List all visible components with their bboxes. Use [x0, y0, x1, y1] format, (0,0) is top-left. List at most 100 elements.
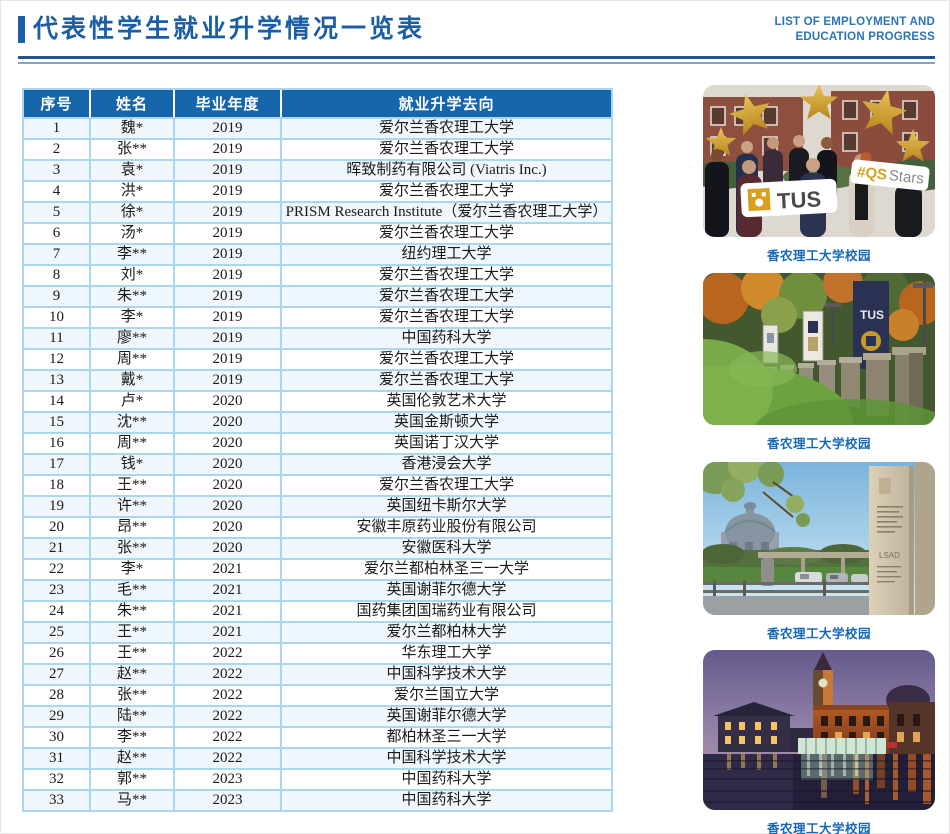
cell-name: 李*: [91, 308, 173, 327]
cell-index: 6: [24, 224, 89, 243]
cell-name: 昂**: [91, 518, 173, 537]
subtitle-line-2: EDUCATION PROGRESS: [795, 31, 935, 43]
cell-destination: 爱尔兰都柏林大学: [282, 623, 611, 642]
divider-dark: [18, 56, 935, 59]
cell-index: 15: [24, 413, 89, 432]
table-row: 6 汤* 2019 爱尔兰香农理工大学: [24, 224, 611, 243]
cell-index: 1: [24, 119, 89, 138]
cell-name: 张**: [91, 539, 173, 558]
table-row: 29 陆** 2022 英国谢菲尔德大学: [24, 707, 611, 726]
cell-name: 戴*: [91, 371, 173, 390]
cell-destination: 爱尔兰香农理工大学: [282, 140, 611, 159]
cell-destination: 爱尔兰香农理工大学: [282, 476, 611, 495]
cell-name: 郭**: [91, 770, 173, 789]
cell-name: 王**: [91, 644, 173, 663]
cell-name: 洪*: [91, 182, 173, 201]
cell-year: 2022: [175, 707, 280, 726]
campus-photo-2-image: TUS: [703, 273, 935, 425]
photo-caption: 香农理工大学校园: [766, 437, 871, 451]
col-header-name: 姓名: [89, 90, 173, 117]
cell-index: 32: [24, 770, 89, 789]
cell-index: 16: [24, 434, 89, 453]
cell-index: 26: [24, 644, 89, 663]
cell-destination: 英国金斯顿大学: [282, 413, 611, 432]
cell-year: 2020: [175, 392, 280, 411]
cell-index: 12: [24, 350, 89, 369]
photo-sidebar: TUS #QS Stars 香农理工大学校园: [703, 0, 935, 834]
campus-photo-1-image: TUS #QS Stars: [703, 85, 935, 237]
divider-light: [18, 61, 935, 64]
cell-year: 2022: [175, 686, 280, 705]
cell-year: 2021: [175, 581, 280, 600]
cell-name: 朱**: [91, 287, 173, 306]
table-row: 17 钱* 2020 香港浸会大学: [24, 455, 611, 474]
table-row: 22 李* 2021 爱尔兰都柏林圣三一大学: [24, 560, 611, 579]
cell-year: 2020: [175, 497, 280, 516]
cell-name: 张**: [91, 686, 173, 705]
cell-year: 2022: [175, 749, 280, 768]
cell-index: 30: [24, 728, 89, 747]
table-row: 23 毛** 2021 英国谢菲尔德大学: [24, 581, 611, 600]
cell-index: 10: [24, 308, 89, 327]
table-row: 9 朱** 2019 爱尔兰香农理工大学: [24, 287, 611, 306]
cell-index: 20: [24, 518, 89, 537]
cell-index: 4: [24, 182, 89, 201]
cell-name: 王**: [91, 476, 173, 495]
cell-destination: 纽约理工大学: [282, 245, 611, 264]
cell-destination: 爱尔兰香农理工大学: [282, 182, 611, 201]
cell-destination: 中国科学技术大学: [282, 665, 611, 684]
cell-destination: 爱尔兰香农理工大学: [282, 371, 611, 390]
students-table: 序号 姓名 毕业年度 就业升学去向 1 魏* 2019 爱尔兰香农理工大学 2 …: [22, 88, 613, 812]
cell-name: 汤*: [91, 224, 173, 243]
cell-year: 2019: [175, 203, 280, 222]
cell-year: 2022: [175, 644, 280, 663]
cell-year: 2020: [175, 476, 280, 495]
table-row: 19 许** 2020 英国纽卡斯尔大学: [24, 497, 611, 516]
cell-year: 2020: [175, 434, 280, 453]
cell-name: 赵**: [91, 749, 173, 768]
page-title: 代表性学生就业升学情况一览表: [33, 15, 426, 43]
cell-destination: 英国谢菲尔德大学: [282, 581, 611, 600]
cell-year: 2023: [175, 791, 280, 810]
table-row: 18 王** 2020 爱尔兰香农理工大学: [24, 476, 611, 495]
table-row: 8 刘* 2019 爱尔兰香农理工大学: [24, 266, 611, 285]
table-row: 11 廖** 2019 中国药科大学: [24, 329, 611, 348]
cell-destination: 英国诺丁汉大学: [282, 434, 611, 453]
cell-destination: 爱尔兰香农理工大学: [282, 308, 611, 327]
table-row: 25 王** 2021 爱尔兰都柏林大学: [24, 623, 611, 642]
table-row: 15 沈** 2020 英国金斯顿大学: [24, 413, 611, 432]
cell-destination: 英国纽卡斯尔大学: [282, 497, 611, 516]
cell-index: 21: [24, 539, 89, 558]
cell-name: 朱**: [91, 602, 173, 621]
cell-destination: 国药集团国瑞药业有限公司: [282, 602, 611, 621]
cell-year: 2019: [175, 287, 280, 306]
cell-index: 31: [24, 749, 89, 768]
cell-year: 2019: [175, 350, 280, 369]
cell-destination: 英国谢菲尔德大学: [282, 707, 611, 726]
table-row: 7 李** 2019 纽约理工大学: [24, 245, 611, 264]
table-row: 31 赵** 2022 中国科学技术大学: [24, 749, 611, 768]
cell-year: 2020: [175, 539, 280, 558]
banner-tus-text: TUS: [860, 308, 884, 322]
table-row: 32 郭** 2023 中国药科大学: [24, 770, 611, 789]
students-table-wrap: 序号 姓名 毕业年度 就业升学去向 1 魏* 2019 爱尔兰香农理工大学 2 …: [22, 88, 613, 812]
cell-index: 3: [24, 161, 89, 180]
table-row: 10 李* 2019 爱尔兰香农理工大学: [24, 308, 611, 327]
cell-year: 2021: [175, 560, 280, 579]
cell-index: 28: [24, 686, 89, 705]
cell-destination: 爱尔兰香农理工大学: [282, 266, 611, 285]
cell-name: 廖**: [91, 329, 173, 348]
cell-name: 马**: [91, 791, 173, 810]
cell-index: 27: [24, 665, 89, 684]
cell-year: 2019: [175, 182, 280, 201]
campus-photo-3-image: LSAD: [703, 462, 935, 615]
cell-year: 2020: [175, 518, 280, 537]
campus-photo-3: LSAD 香农理工大学校园: [703, 462, 935, 642]
table-row: 27 赵** 2022 中国科学技术大学: [24, 665, 611, 684]
cell-index: 7: [24, 245, 89, 264]
cell-index: 22: [24, 560, 89, 579]
cell-name: 刘*: [91, 266, 173, 285]
cell-index: 17: [24, 455, 89, 474]
cell-index: 13: [24, 371, 89, 390]
cell-index: 11: [24, 329, 89, 348]
